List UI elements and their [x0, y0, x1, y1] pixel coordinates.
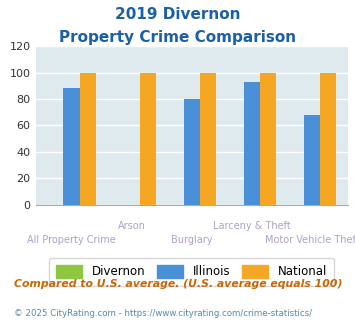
Bar: [304, 115, 320, 205]
Bar: [320, 73, 336, 205]
Text: Compared to U.S. average. (U.S. average equals 100): Compared to U.S. average. (U.S. average …: [14, 279, 343, 289]
Bar: [140, 73, 156, 205]
Text: Property Crime Comparison: Property Crime Comparison: [59, 30, 296, 45]
Legend: Divernon, Illinois, National: Divernon, Illinois, National: [49, 258, 334, 285]
Bar: [80, 73, 96, 205]
Bar: [244, 82, 260, 205]
Text: 2019 Divernon: 2019 Divernon: [115, 7, 240, 21]
Bar: [184, 99, 200, 205]
Bar: [200, 73, 216, 205]
Text: Motor Vehicle Theft: Motor Vehicle Theft: [264, 235, 355, 245]
Text: © 2025 CityRating.com - https://www.cityrating.com/crime-statistics/: © 2025 CityRating.com - https://www.city…: [14, 309, 312, 317]
Text: Larceny & Theft: Larceny & Theft: [213, 221, 291, 231]
Text: Arson: Arson: [118, 221, 146, 231]
Bar: [64, 88, 80, 205]
Text: Burglary: Burglary: [171, 235, 212, 245]
Text: All Property Crime: All Property Crime: [27, 235, 116, 245]
Bar: [260, 73, 276, 205]
